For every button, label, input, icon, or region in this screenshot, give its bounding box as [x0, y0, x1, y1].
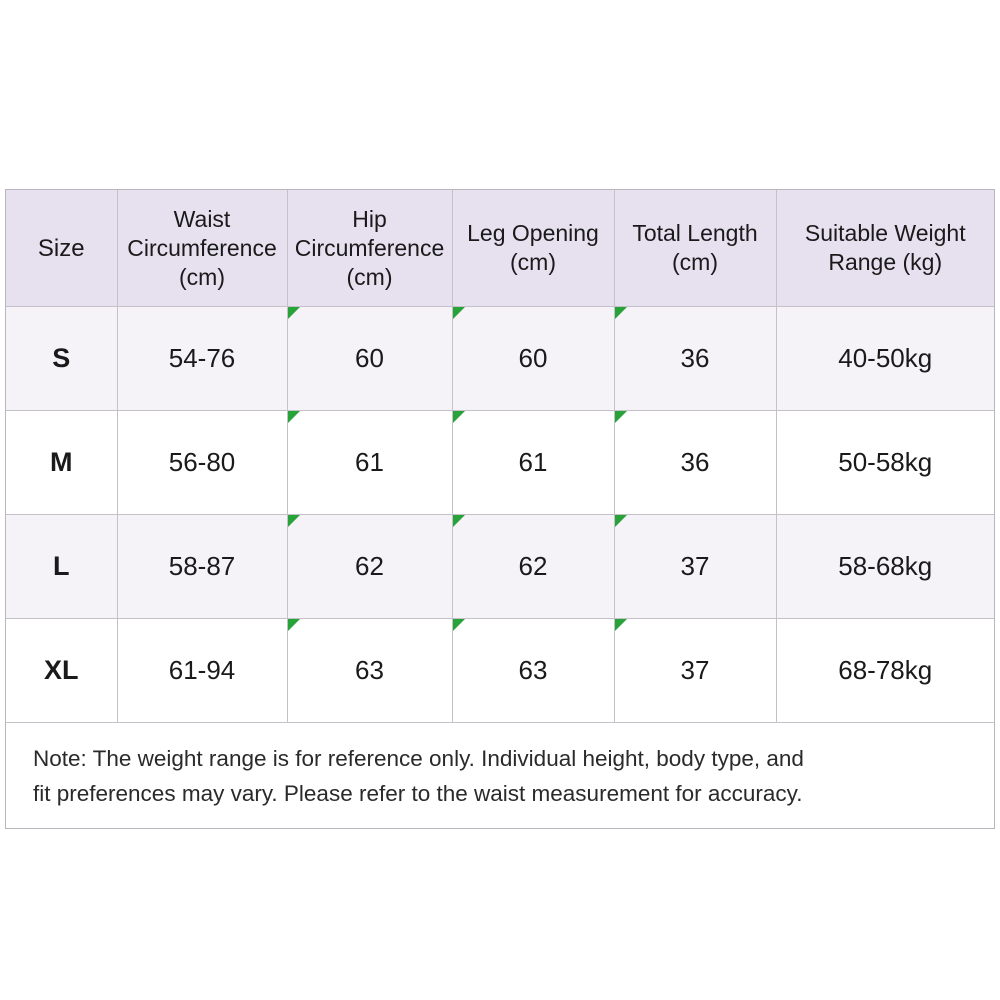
corner-marker-icon — [287, 515, 300, 527]
header-hip: Hip Circumference (cm) — [286, 190, 453, 307]
cell-size: L — [6, 514, 118, 619]
cell-hip: 63 — [286, 618, 453, 723]
cell-length-value: 37 — [680, 655, 710, 685]
corner-marker-icon — [287, 411, 300, 423]
note-line-2: fit preferences may vary. Please refer t… — [33, 781, 803, 806]
corner-marker-icon — [287, 307, 300, 319]
cell-waist: 61-94 — [116, 618, 288, 723]
table-row-xl: XL 61-94 63 63 37 68-78kg — [6, 618, 994, 723]
corner-marker-icon — [614, 515, 627, 527]
table-row-l: L 58-87 62 62 37 58-68kg — [6, 514, 994, 619]
header-leg-line2: (cm) — [510, 249, 556, 275]
cell-hip-value: 61 — [355, 447, 384, 477]
size-chart: Size Waist Circumference (cm) Hip Circum… — [5, 189, 995, 829]
cell-size: S — [6, 306, 118, 411]
cell-total-length: 37 — [613, 618, 777, 723]
cell-total-length: 36 — [613, 306, 777, 411]
cell-hip: 61 — [286, 410, 453, 515]
corner-marker-icon — [614, 307, 627, 319]
cell-size: XL — [6, 618, 118, 723]
cell-total-length: 37 — [613, 514, 777, 619]
cell-hip: 60 — [286, 306, 453, 411]
corner-marker-icon — [452, 411, 465, 423]
cell-leg-value: 61 — [518, 447, 548, 477]
cell-waist: 58-87 — [116, 514, 288, 619]
cell-hip-value: 60 — [355, 343, 384, 373]
cell-leg-value: 60 — [518, 343, 548, 373]
cell-size: M — [6, 410, 118, 515]
header-hip-line3: (cm) — [346, 263, 393, 290]
header-weight-line1: Suitable Weight — [804, 220, 966, 246]
header-waist-line2: Circumference — [127, 234, 277, 261]
cell-leg-value: 63 — [518, 655, 548, 685]
cell-weight-range: 58-68kg — [775, 514, 994, 619]
table-row-m: M 56-80 61 61 36 50-58kg — [6, 410, 994, 515]
header-leg-opening: Leg Opening (cm) — [451, 190, 615, 307]
header-waist-line3: (cm) — [179, 263, 225, 290]
cell-leg-opening: 60 — [451, 306, 615, 411]
cell-length-value: 36 — [680, 447, 710, 477]
cell-weight-range: 68-78kg — [775, 618, 994, 723]
cell-hip: 62 — [286, 514, 453, 619]
cell-leg-value: 62 — [518, 551, 548, 581]
header-leg-line1: Leg Opening — [467, 220, 599, 246]
corner-marker-icon — [452, 307, 465, 319]
header-size: Size — [6, 190, 118, 307]
header-weight-range: Suitable Weight Range (kg) — [775, 190, 994, 307]
note-line-1: Note: The weight range is for reference … — [33, 746, 804, 771]
header-hip-line1: Hip — [352, 205, 387, 232]
size-table: Size Waist Circumference (cm) Hip Circum… — [6, 190, 994, 723]
header-weight-line2: Range (kg) — [828, 249, 943, 275]
cell-length-value: 37 — [680, 551, 710, 581]
cell-hip-value: 62 — [355, 551, 384, 581]
table-row-s: S 54-76 60 60 36 40-50kg — [6, 306, 994, 411]
header-hip-line2: Circumference — [294, 234, 445, 261]
header-length-line1: Total Length — [632, 220, 758, 246]
cell-leg-opening: 63 — [451, 618, 615, 723]
header-waist: Waist Circumference (cm) — [116, 190, 288, 307]
header-total-length: Total Length (cm) — [613, 190, 777, 307]
cell-weight-range: 40-50kg — [775, 306, 994, 411]
header-row: Size Waist Circumference (cm) Hip Circum… — [6, 190, 994, 307]
header-length-line2: (cm) — [672, 249, 718, 275]
cell-hip-value: 63 — [355, 655, 384, 685]
cell-length-value: 36 — [680, 343, 710, 373]
cell-leg-opening: 62 — [451, 514, 615, 619]
corner-marker-icon — [614, 411, 627, 423]
corner-marker-icon — [452, 515, 465, 527]
note-text: Note: The weight range is for reference … — [33, 741, 933, 811]
cell-leg-opening: 61 — [451, 410, 615, 515]
corner-marker-icon — [614, 619, 627, 631]
cell-waist: 54-76 — [116, 306, 288, 411]
corner-marker-icon — [452, 619, 465, 631]
header-size-label: Size — [37, 234, 85, 262]
corner-marker-icon — [287, 619, 300, 631]
header-waist-line1: Waist — [173, 205, 231, 232]
cell-weight-range: 50-58kg — [775, 410, 994, 515]
cell-waist: 56-80 — [116, 410, 288, 515]
cell-total-length: 36 — [613, 410, 777, 515]
